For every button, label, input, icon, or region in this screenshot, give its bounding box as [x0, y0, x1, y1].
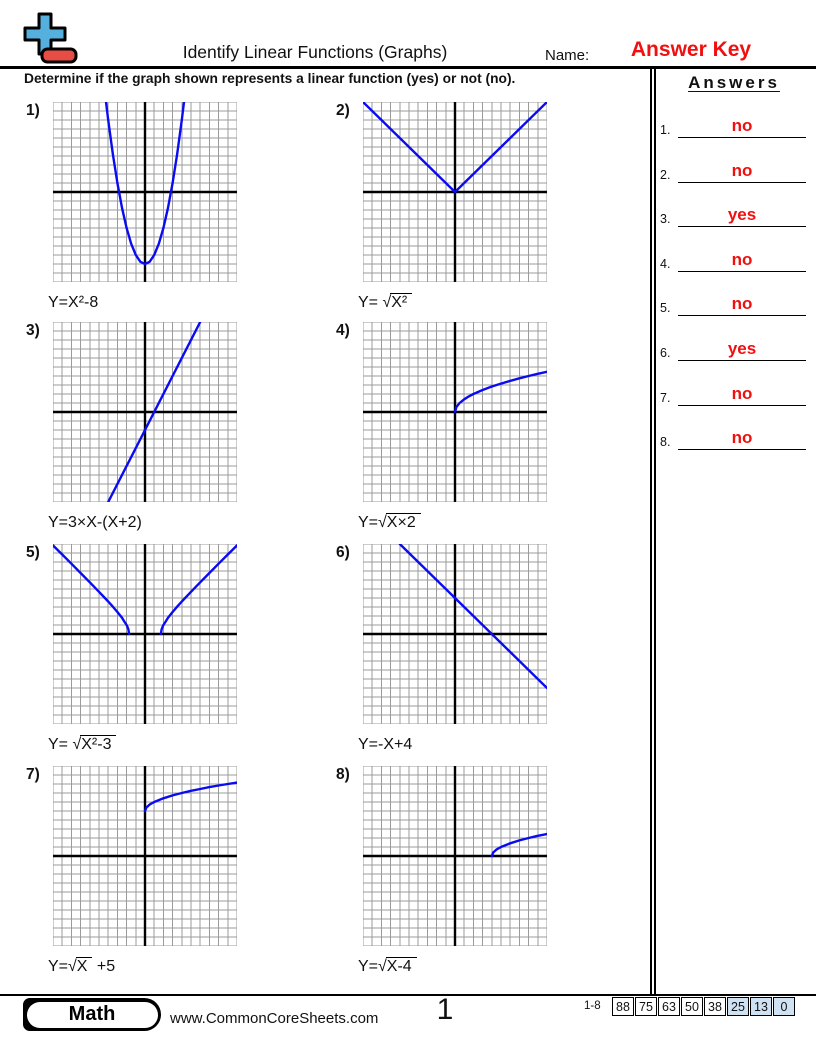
answer-row-5: 5. no	[658, 291, 810, 317]
problem-2: 2) Y= √X²	[330, 100, 600, 320]
graph-plot-4	[362, 321, 549, 503]
problem-number: 2)	[336, 102, 350, 119]
name-label: Name:	[545, 47, 590, 64]
problem-6: 6) Y=-X+4	[330, 542, 600, 762]
answer-number: 1.	[660, 123, 671, 137]
plus-minus-logo-icon	[23, 12, 78, 64]
score-strip: 88 75 63 50 38 25 13 0	[612, 997, 795, 1016]
equation-3: Y=3×X-(X+2)	[48, 514, 142, 531]
problem-1: 1) Y=X²-8	[20, 100, 290, 320]
answer-row-4: 4. no	[658, 247, 810, 272]
score-cell: 38	[704, 997, 726, 1016]
problem-number: 4)	[336, 322, 350, 339]
equation-6: Y=-X+4	[358, 736, 413, 753]
answer-row-1: 1. no	[658, 113, 810, 138]
worksheet-title: Identify Linear Functions (Graphs)	[182, 42, 448, 62]
problem-number: 3)	[26, 322, 40, 339]
problem-7: 7) Y=√X +5	[20, 764, 290, 984]
instruction-text: Determine if the graph shown represents …	[24, 71, 516, 86]
answer-row-7: 7. no	[658, 381, 810, 406]
graph-plot-5	[51, 543, 239, 725]
subject-badge: Math	[23, 998, 161, 1031]
answer-row-3: 3. yes	[658, 202, 810, 228]
problem-5: 5) Y= √X²-3	[20, 542, 290, 762]
header-rule	[0, 66, 816, 69]
equation-4: Y=√X×2	[358, 513, 421, 532]
score-cell: 88	[612, 997, 634, 1016]
answer-number: 3.	[660, 212, 671, 227]
graph-plot-2	[361, 100, 549, 283]
graph-plot-3	[52, 320, 238, 504]
answer-value: no	[731, 294, 753, 314]
equation-7: Y=√X +5	[48, 957, 116, 975]
subject-badge-label: Math	[26, 1001, 158, 1028]
score-cell: 63	[658, 997, 680, 1016]
equation-2: Y= √X²	[358, 293, 413, 312]
problem-number: 8)	[336, 766, 350, 783]
answer-blank-line: no	[678, 427, 806, 451]
graph-plot-6	[362, 542, 549, 725]
score-range-label: 1-8	[584, 1000, 601, 1012]
answer-blank-line: yes	[678, 338, 806, 361]
answer-number: 5.	[660, 301, 671, 316]
score-cell: 25	[727, 997, 749, 1016]
answer-value: yes	[727, 339, 757, 358]
answer-number: 6.	[660, 346, 671, 360]
answer-number: 4.	[660, 256, 671, 271]
problem-number: 6)	[336, 544, 350, 561]
answer-blank-line: no	[678, 249, 806, 272]
answer-value: no	[731, 383, 753, 403]
score-cell: 0	[773, 997, 795, 1016]
answer-row-8: 8. no	[658, 425, 810, 451]
answer-value: no	[731, 160, 753, 180]
equation-1: Y=X²-8	[48, 294, 99, 311]
answer-blank-line: yes	[678, 204, 806, 228]
problem-number: 5)	[26, 544, 40, 561]
answer-number: 8.	[660, 435, 671, 450]
answer-number: 7.	[660, 390, 671, 405]
answer-value: yes	[727, 205, 757, 225]
graph-plot-8	[362, 765, 549, 947]
footer-rule	[0, 994, 816, 997]
answer-number: 2.	[660, 167, 671, 182]
problem-3: 3) Y=3×X-(X+2)	[20, 320, 290, 540]
answer-blank-line: no	[678, 160, 806, 183]
equation-5: Y= √X²-3	[48, 735, 117, 754]
graph-plot-7	[52, 765, 239, 947]
graph-plot-1	[52, 100, 238, 283]
answer-blank-line: no	[678, 115, 806, 138]
answer-row-2: 2. no	[658, 158, 810, 183]
score-cell: 13	[750, 997, 772, 1016]
website-url: www.CommonCoreSheets.com	[170, 1010, 379, 1027]
answer-key-text: Answer Key	[630, 38, 752, 61]
page-number: 1	[436, 993, 454, 1026]
problem-4: 4) Y=√X×2	[330, 320, 600, 540]
divider-line-right	[654, 68, 656, 995]
answers-heading: Answers	[688, 73, 780, 92]
answer-blank-line: no	[678, 383, 806, 406]
problem-number: 7)	[26, 766, 40, 783]
answer-value: no	[731, 116, 753, 135]
score-cell: 50	[681, 997, 703, 1016]
answer-blank-line: no	[678, 293, 806, 317]
answer-value: no	[731, 249, 753, 269]
problem-8: 8) Y=√X-4	[330, 764, 600, 984]
divider-line-left	[650, 68, 652, 995]
answer-value: no	[731, 428, 753, 448]
problem-number: 1)	[26, 102, 40, 119]
score-cell: 75	[635, 997, 657, 1016]
answer-row-6: 6. yes	[658, 336, 810, 361]
equation-8: Y=√X-4	[358, 957, 417, 976]
